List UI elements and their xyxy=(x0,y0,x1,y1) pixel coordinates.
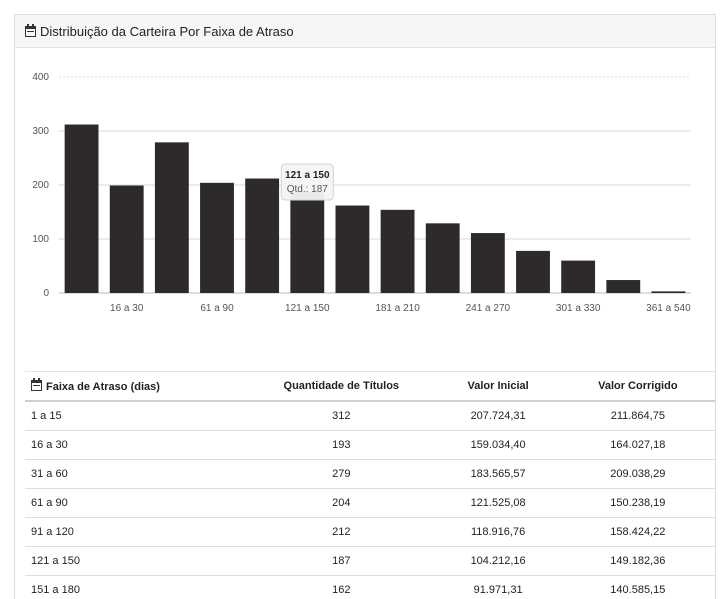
cell-faixa: 61 a 90 xyxy=(25,489,247,518)
tooltip-title: 121 a 150 xyxy=(285,170,330,181)
cell-faixa: 151 a 180 xyxy=(25,576,247,599)
cell-valor-inicial: 121.525,08 xyxy=(436,489,561,518)
header-faixa[interactable]: Faixa de Atraso (dias) xyxy=(25,372,247,402)
x-tick-label: 121 a 150 xyxy=(285,303,330,314)
cell-valor-corrigido: 149.182,36 xyxy=(561,547,715,576)
table-row: 91 a 120 212 118.916,76 158.424,22 xyxy=(25,518,715,547)
cell-valor-inicial: 118.916,76 xyxy=(436,518,561,547)
calendar-icon xyxy=(31,380,42,391)
bar xyxy=(516,251,550,293)
cell-valor-corrigido: 211.864,75 xyxy=(561,401,715,431)
cell-quantidade: 193 xyxy=(247,431,436,460)
x-tick-label: 16 a 30 xyxy=(110,303,144,314)
bar xyxy=(155,142,189,293)
x-tick-label: 361 a 540 xyxy=(646,303,691,314)
y-tick-label: 100 xyxy=(32,234,49,245)
cell-valor-inicial: 207.724,31 xyxy=(436,401,561,431)
cell-valor-inicial: 104.212,16 xyxy=(436,547,561,576)
y-tick-label: 400 xyxy=(32,72,49,83)
cell-valor-corrigido: 140.585,15 xyxy=(561,576,715,599)
cell-quantidade: 312 xyxy=(247,401,436,431)
bar xyxy=(561,261,595,293)
header-quantidade[interactable]: Quantidade de Títulos xyxy=(247,372,436,402)
cell-valor-inicial: 91.971,31 xyxy=(436,576,561,599)
cell-valor-corrigido: 158.424,22 xyxy=(561,518,715,547)
bar xyxy=(245,179,279,293)
cell-quantidade: 204 xyxy=(247,489,436,518)
calendar-icon xyxy=(25,26,36,37)
x-tick-label: 181 a 210 xyxy=(375,303,420,314)
bar xyxy=(381,210,415,293)
cell-quantidade: 279 xyxy=(247,460,436,489)
panel-header: Distribuição da Carteira Por Faixa de At… xyxy=(15,15,715,48)
x-tick-label: 61 a 90 xyxy=(200,303,234,314)
bar xyxy=(110,186,144,293)
y-tick-label: 300 xyxy=(32,126,49,137)
cell-valor-corrigido: 164.027,18 xyxy=(561,431,715,460)
bar xyxy=(290,192,324,293)
table-row: 61 a 90 204 121.525,08 150.238,19 xyxy=(25,489,715,518)
table-row: 1 a 15 312 207.724,31 211.864,75 xyxy=(25,401,715,431)
cell-faixa: 31 a 60 xyxy=(25,460,247,489)
bar xyxy=(65,125,99,293)
header-valor-corrigido[interactable]: Valor Corrigido xyxy=(561,372,715,402)
cell-faixa: 16 a 30 xyxy=(25,431,247,460)
cell-valor-corrigido: 150.238,19 xyxy=(561,489,715,518)
cell-quantidade: 187 xyxy=(247,547,436,576)
bar xyxy=(426,223,460,293)
cell-valor-inicial: 183.565,57 xyxy=(436,460,561,489)
bar xyxy=(336,206,370,293)
y-tick-label: 0 xyxy=(43,288,49,299)
cell-faixa: 121 a 150 xyxy=(25,547,247,576)
x-tick-label: 241 a 270 xyxy=(466,303,511,314)
cell-faixa: 91 a 120 xyxy=(25,518,247,547)
cell-valor-corrigido: 209.038,29 xyxy=(561,460,715,489)
bar xyxy=(606,280,640,293)
bar xyxy=(652,291,686,293)
table-row: 121 a 150 187 104.212,16 149.182,36 xyxy=(25,547,715,576)
bar-chart: 0 100 200 300 400 16 a 30 61 a 90 121 a 150 181 … xyxy=(15,47,715,337)
delinquency-table: Faixa de Atraso (dias) Quantidade de Tít… xyxy=(25,371,715,599)
header-valor-inicial[interactable]: Valor Inicial xyxy=(436,372,561,402)
table-row: 151 a 180 162 91.971,31 140.585,15 xyxy=(25,576,715,599)
cell-quantidade: 212 xyxy=(247,518,436,547)
panel-title: Distribuição da Carteira Por Faixa de At… xyxy=(40,24,294,39)
tooltip-value: Qtd.: 187 xyxy=(287,184,329,195)
y-tick-label: 200 xyxy=(32,180,49,191)
x-tick-label: 301 a 330 xyxy=(556,303,601,314)
table-header-row: Faixa de Atraso (dias) Quantidade de Tít… xyxy=(25,372,715,402)
table-row: 16 a 30 193 159.034,40 164.027,18 xyxy=(25,431,715,460)
bar xyxy=(200,183,234,293)
cell-faixa: 1 a 15 xyxy=(25,401,247,431)
bar xyxy=(471,233,505,293)
cell-quantidade: 162 xyxy=(247,576,436,599)
table-row: 31 a 60 279 183.565,57 209.038,29 xyxy=(25,460,715,489)
chart-panel: Distribuição da Carteira Por Faixa de At… xyxy=(14,14,716,599)
cell-valor-inicial: 159.034,40 xyxy=(436,431,561,460)
